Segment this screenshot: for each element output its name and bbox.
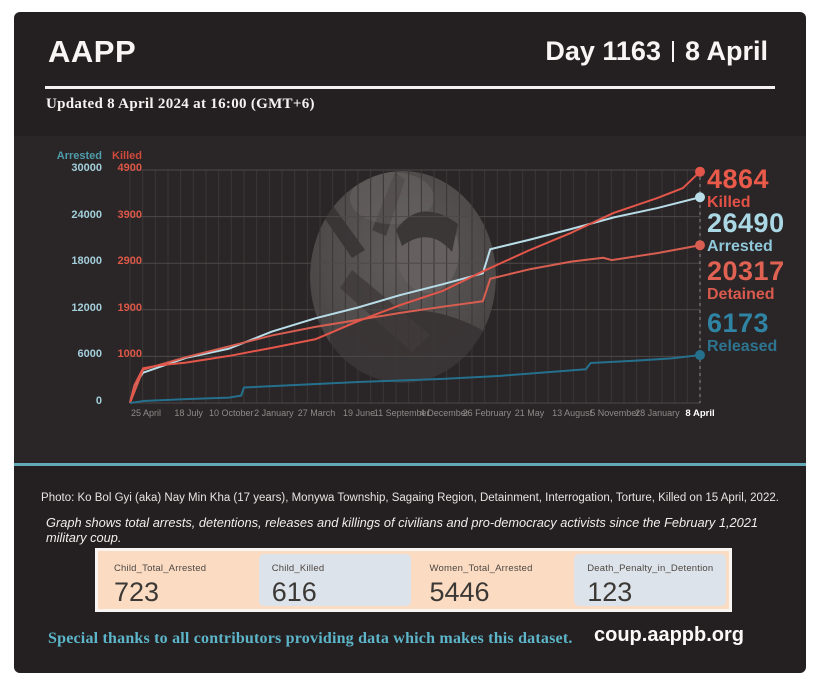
- stat-card-women_total_arrested: Women_Total_Arrested 5446: [414, 551, 572, 609]
- header-divider: [45, 86, 775, 89]
- y-tick-arr-6000: 6000: [77, 348, 102, 361]
- stat-label-detained: Detained: [707, 286, 775, 303]
- stat-released: 6173 Released: [707, 310, 777, 355]
- x-tick-18-july: 18 July: [174, 408, 203, 418]
- y-tick-arr-12000: 12000: [71, 301, 102, 314]
- y-tick-arr-30000: 30000: [71, 162, 102, 174]
- stat-cards-strip: Child_Total_Arrested 723 Child_Killed 616 Wo…: [95, 548, 732, 612]
- day-number: Day 1163: [545, 36, 661, 66]
- x-tick-11-september: 11 September: [373, 408, 430, 418]
- x-tick-25-april: 25 April: [130, 408, 162, 418]
- stat-card-surface: Death_Penalty_in_Detention 123: [574, 554, 726, 607]
- y-axis-title-killed: Killed: [112, 150, 142, 162]
- stat-value-killed: 4864: [707, 164, 770, 194]
- brand-logo: AAPP: [48, 34, 137, 69]
- stat-arrested: 26490 Arrested: [707, 210, 785, 255]
- stat-card-value: 616: [271, 577, 317, 607]
- stat-card-label: Women_Total_Arrested: [429, 563, 533, 574]
- stat-card-label: Child_Total_Arrested: [114, 563, 207, 574]
- endpoint-dot-released: [695, 350, 705, 361]
- x-tick-13-august: 13 August: [552, 408, 593, 418]
- stat-label-released: Released: [707, 338, 778, 355]
- site-url: coup.aappb.org: [594, 624, 744, 646]
- day-counter: Day 1163 8 April: [545, 36, 768, 67]
- thanks-note: Special thanks to all contributors provi…: [48, 630, 573, 647]
- stat-detained: 20317 Detained: [707, 258, 785, 303]
- stat-killed: 4864 Killed: [707, 166, 769, 211]
- stat-value-arrested: 26490: [707, 208, 785, 238]
- stat-card-value: 123: [587, 577, 633, 607]
- endpoint-dot-arrested: [695, 192, 705, 203]
- section-divider: [14, 463, 806, 466]
- stat-label-arrested: Arrested: [707, 238, 773, 255]
- x-tick-19-june: 19 June: [343, 408, 376, 418]
- y-tick-kil-1000: 1000: [117, 348, 142, 361]
- stat-card-death_penalty_in_detention: Death_Penalty_in_Detention 123: [571, 551, 729, 609]
- stat-value-released: 6173: [707, 308, 770, 338]
- x-tick-21-may: 21 May: [514, 408, 545, 418]
- stat-card-surface: Women_Total_Arrested 5446: [417, 554, 569, 607]
- series-line-released: [129, 354, 701, 404]
- stat-card-child_killed: Child_Killed 616: [256, 551, 414, 609]
- y-tick-arr-24000: 24000: [71, 208, 102, 221]
- series-line-killed: [129, 170, 701, 404]
- stat-card-label: Child_Killed: [271, 563, 325, 574]
- endpoint-dot-detained: [695, 240, 705, 251]
- stat-value-detained: 20317: [707, 256, 785, 286]
- stat-card-label: Death_Penalty_in_Detention: [587, 563, 714, 574]
- stat-card-value: 5446: [429, 577, 490, 607]
- stat-card-surface: Child_Total_Arrested 723: [101, 554, 253, 607]
- stat-label-killed: Killed: [707, 194, 751, 211]
- header-separator: [671, 41, 674, 62]
- y-tick-arr-0: 0: [95, 395, 102, 407]
- y-tick-kil-4900: 4900: [117, 162, 142, 174]
- x-tick-27-march: 27 March: [297, 408, 336, 418]
- x-tick-5-november: 5 November: [590, 408, 640, 418]
- y-tick-kil-1900: 1900: [117, 301, 142, 314]
- graph-description: Graph shows total arrests, detentions, r…: [46, 515, 758, 545]
- stat-card-child_total_arrested: Child_Total_Arrested 723: [98, 551, 256, 609]
- y-tick-kil-2900: 2900: [117, 255, 142, 268]
- x-tick-8-april: 8 April: [685, 408, 715, 419]
- updated-timestamp: Updated 8 April 2024 at 16:00 (GMT+6): [46, 96, 315, 112]
- x-tick-4-december: 4 December: [419, 408, 469, 418]
- photo-caption: Photo: Ko Bol Gyi (aka) Nay Min Kha (17 …: [41, 492, 779, 504]
- x-tick-10-october: 10 October: [208, 408, 254, 418]
- header-date: 8 April: [684, 36, 768, 66]
- stat-card-surface: Child_Killed 616: [258, 554, 411, 607]
- stat-card-value: 723: [114, 577, 160, 607]
- series-line-detained: [129, 244, 701, 404]
- x-tick-28-january: 28 January: [635, 408, 680, 418]
- x-tick-26-february: 26 February: [462, 408, 512, 418]
- endpoint-dot-killed: [695, 166, 705, 177]
- y-axis-title-arrested: Arrested: [56, 150, 102, 162]
- y-tick-kil-3900: 3900: [117, 208, 142, 221]
- y-tick-arr-18000: 18000: [71, 255, 102, 268]
- x-tick-2-january: 2 January: [254, 408, 294, 418]
